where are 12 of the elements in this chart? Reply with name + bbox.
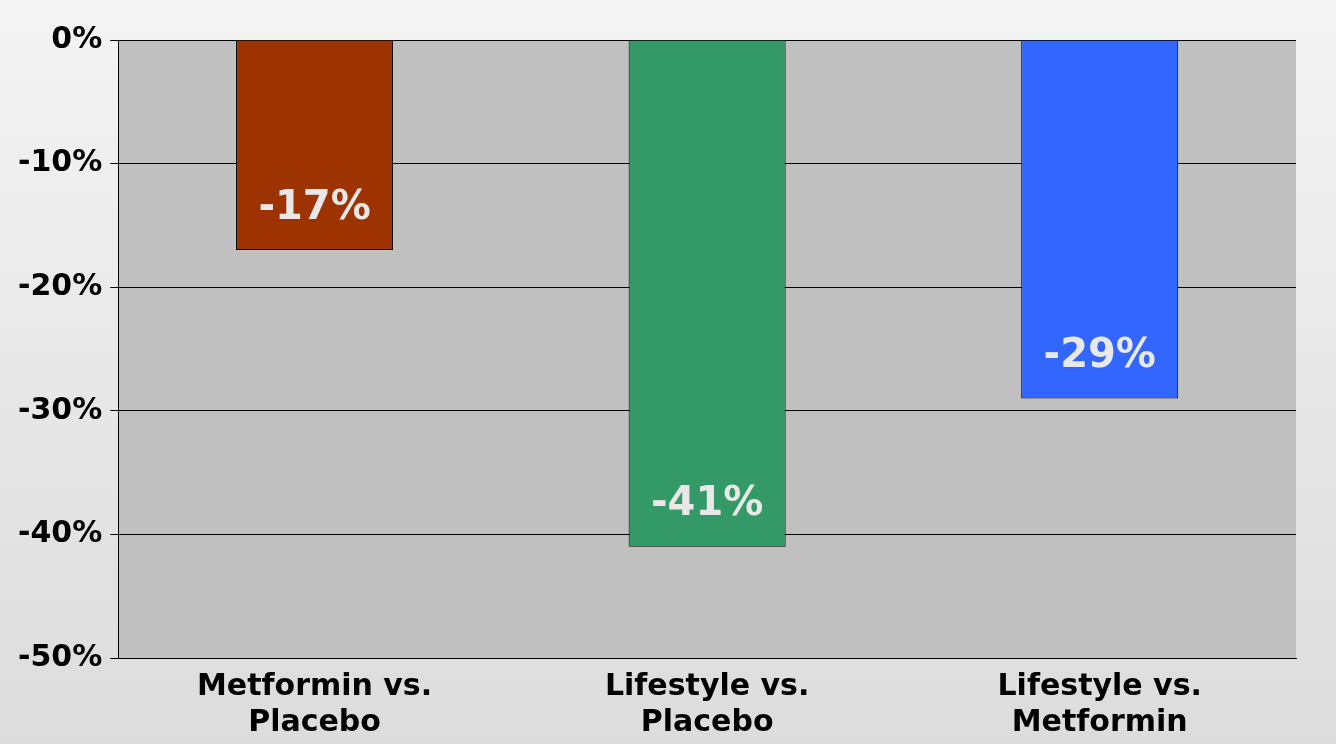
y-tick-label: -10% [17, 143, 103, 179]
x-tick-label: Metformin vs. Placebo [196, 666, 433, 738]
y-tick-label: -20% [17, 267, 103, 302]
y-tick-label: -40% [17, 514, 103, 550]
data-label: -29% [1043, 329, 1156, 376]
data-label: -41% [650, 478, 764, 525]
y-tick-label: -30% [17, 390, 103, 426]
x-tick-label: Lifestyle vs. Placebo [604, 666, 810, 738]
x-tick-label: Lifestyle vs. Metformin [997, 666, 1202, 738]
y-tick-label: -50% [17, 637, 103, 673]
data-label: -17% [258, 181, 371, 228]
y-tick-label: 0% [51, 19, 103, 55]
